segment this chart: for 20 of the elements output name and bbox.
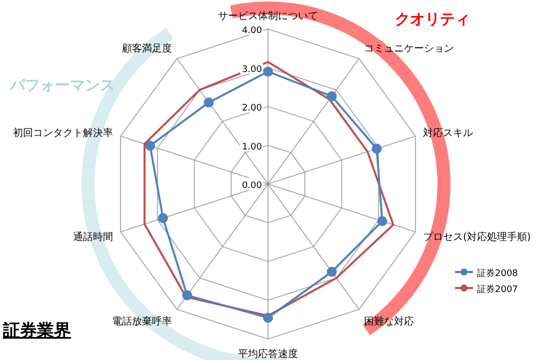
y-tick-label: 1.00 (242, 142, 262, 152)
spoke-label: 平均応答速度 (238, 348, 298, 360)
spoke-label: 通話時間 (72, 231, 113, 244)
text: クオリティ (395, 10, 470, 28)
y-tick-label: 4.00 (242, 26, 262, 36)
spoke-label: 顧客満足度 (122, 42, 172, 54)
spoke-label: 電話放棄呼率 (112, 316, 172, 328)
y-tick-label: 0.00 (242, 181, 262, 191)
spoke-label: 対応スキル (423, 126, 474, 139)
legend-label: 証券2007 (477, 284, 518, 295)
spoke-label: コミュニケーション (364, 43, 454, 54)
spoke-label: 初回コンタクト解決率 (12, 126, 113, 139)
text: パフォーマンス (9, 76, 115, 94)
spoke-label: プロセス(対応処理手順) (423, 231, 531, 244)
spoke-label: サービス体制について (218, 10, 318, 22)
legend-label: 証券2008 (477, 268, 518, 279)
spoke-label: 困難な対応 (364, 316, 414, 328)
y-tick-label: 2.00 (242, 104, 262, 114)
text: 証券業界 (2, 321, 71, 341)
y-tick-label: 3.00 (242, 64, 262, 75)
